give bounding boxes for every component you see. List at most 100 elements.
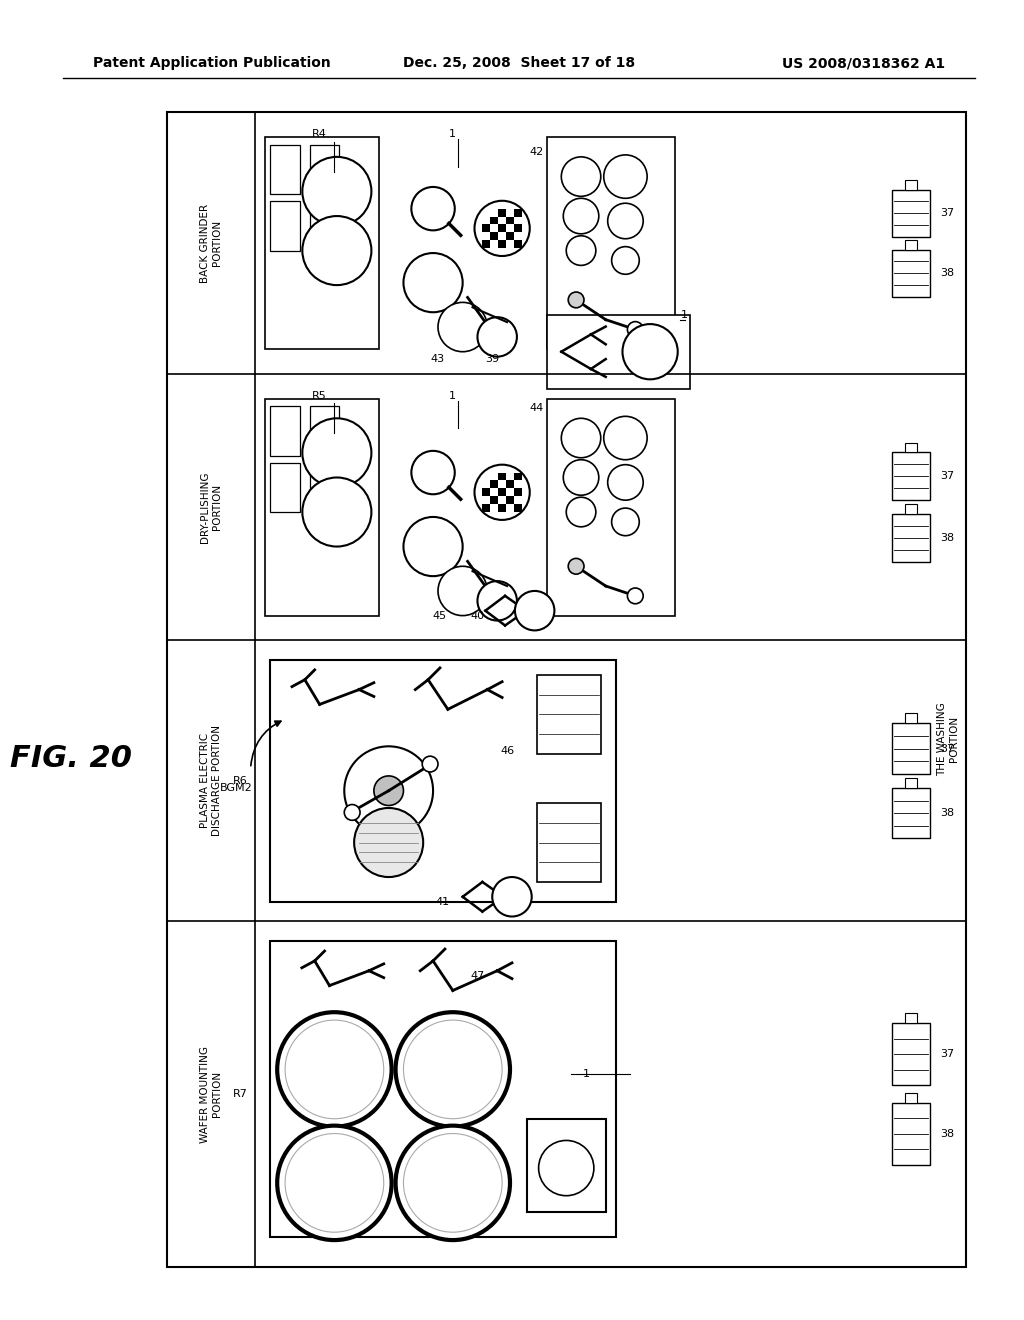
Bar: [498, 209, 506, 216]
Circle shape: [403, 1020, 502, 1119]
Circle shape: [515, 591, 554, 631]
Bar: [514, 209, 522, 216]
Circle shape: [561, 418, 601, 458]
Bar: [892, 788, 930, 838]
Text: 40: 40: [470, 611, 484, 620]
Circle shape: [568, 292, 584, 308]
Circle shape: [302, 478, 372, 546]
Bar: [506, 480, 514, 488]
Bar: [270, 463, 300, 512]
Text: R5: R5: [312, 391, 327, 400]
Bar: [506, 232, 514, 240]
Text: WAFER MOUNTING
PORTION: WAFER MOUNTING PORTION: [201, 1045, 222, 1143]
Bar: [905, 713, 916, 723]
Text: R7: R7: [233, 1089, 248, 1100]
Bar: [892, 190, 930, 236]
Circle shape: [566, 236, 596, 265]
Bar: [490, 480, 498, 488]
Circle shape: [566, 498, 596, 527]
Text: 38: 38: [940, 268, 954, 279]
Bar: [905, 1014, 916, 1023]
Bar: [514, 504, 522, 512]
Text: 37: 37: [940, 209, 954, 218]
Text: BGM2: BGM2: [219, 783, 252, 793]
Bar: [506, 496, 514, 504]
Text: 37: 37: [940, 1049, 954, 1060]
Bar: [265, 399, 379, 615]
Bar: [309, 407, 339, 455]
Text: 38: 38: [940, 533, 954, 543]
Bar: [514, 224, 522, 232]
Circle shape: [344, 804, 360, 820]
Bar: [905, 504, 916, 513]
Circle shape: [302, 216, 372, 285]
Text: 1: 1: [583, 1069, 590, 1080]
Circle shape: [403, 517, 463, 576]
Text: 38: 38: [940, 808, 954, 818]
Text: 44: 44: [529, 404, 544, 413]
Bar: [547, 399, 675, 615]
Circle shape: [607, 465, 643, 500]
Bar: [514, 473, 522, 480]
Bar: [498, 240, 506, 248]
Circle shape: [438, 566, 487, 615]
Circle shape: [568, 558, 584, 574]
Circle shape: [344, 746, 433, 836]
Bar: [514, 240, 522, 248]
Circle shape: [623, 325, 678, 379]
Circle shape: [474, 465, 529, 520]
Circle shape: [628, 587, 643, 603]
Bar: [547, 137, 675, 350]
Circle shape: [604, 416, 647, 459]
Bar: [270, 941, 615, 1237]
Bar: [537, 675, 601, 754]
Bar: [892, 1023, 930, 1085]
Text: 1: 1: [450, 129, 457, 139]
Text: THE WASHING
PORTION: THE WASHING PORTION: [937, 702, 958, 776]
Text: FIG. 20: FIG. 20: [10, 744, 132, 774]
Bar: [526, 1119, 606, 1213]
Bar: [892, 723, 930, 774]
Text: 38: 38: [940, 1129, 954, 1139]
Bar: [265, 137, 379, 350]
Text: 1: 1: [681, 310, 688, 319]
Bar: [506, 216, 514, 224]
Text: 47: 47: [470, 970, 484, 981]
Text: 41: 41: [436, 896, 450, 907]
Circle shape: [285, 1020, 384, 1119]
Text: 37: 37: [940, 471, 954, 482]
Text: US 2008/0318362 A1: US 2008/0318362 A1: [782, 57, 945, 70]
Text: R4: R4: [312, 129, 327, 139]
Bar: [537, 803, 601, 882]
Bar: [892, 513, 930, 562]
Circle shape: [611, 508, 639, 536]
Circle shape: [474, 201, 529, 256]
Circle shape: [604, 154, 647, 198]
Bar: [270, 660, 615, 902]
Bar: [498, 224, 506, 232]
Circle shape: [412, 451, 455, 494]
Circle shape: [403, 253, 463, 313]
Bar: [270, 201, 300, 251]
Text: Patent Application Publication: Patent Application Publication: [93, 57, 331, 70]
Circle shape: [422, 756, 438, 772]
Bar: [892, 249, 930, 297]
Circle shape: [412, 187, 455, 231]
Text: 43: 43: [431, 354, 445, 364]
Bar: [270, 407, 300, 455]
Bar: [892, 1102, 930, 1164]
Circle shape: [395, 1012, 510, 1127]
Bar: [482, 504, 490, 512]
Text: PLASMA ELECTRIC
DISCHARGE PORTION: PLASMA ELECTRIC DISCHARGE PORTION: [201, 726, 222, 837]
Text: 46: 46: [500, 746, 514, 756]
Bar: [892, 453, 930, 500]
Text: 37: 37: [940, 743, 954, 754]
Circle shape: [493, 876, 531, 916]
Bar: [498, 473, 506, 480]
Circle shape: [285, 1134, 384, 1232]
Circle shape: [414, 1044, 472, 1104]
Circle shape: [611, 247, 639, 275]
Text: 45: 45: [433, 611, 447, 620]
Circle shape: [563, 459, 599, 495]
Bar: [270, 145, 300, 194]
